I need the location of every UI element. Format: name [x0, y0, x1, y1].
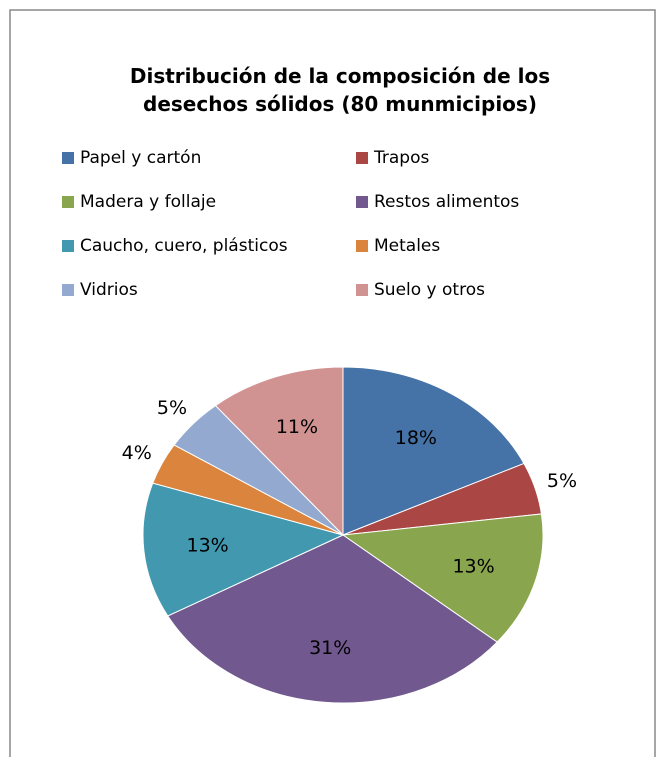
legend-swatch	[356, 196, 368, 208]
data-label: 4%	[122, 442, 152, 464]
legend-label: Metales	[374, 236, 440, 256]
data-label: 5%	[157, 397, 187, 419]
data-label: 11%	[276, 416, 318, 438]
pie-slice	[142, 482, 345, 617]
pie-slice	[341, 513, 544, 643]
legend-label: Caucho, cuero, plásticos	[80, 236, 288, 256]
pie-slice	[342, 366, 525, 536]
legend-label: Trapos	[373, 148, 429, 168]
chart-title: Distribución de la composición de los des…	[130, 64, 550, 116]
legend-label: Papel y cartón	[80, 148, 201, 168]
data-label: 31%	[309, 637, 351, 659]
data-label: 13%	[186, 534, 228, 556]
legend-swatch	[62, 284, 74, 296]
data-label: 5%	[547, 470, 577, 492]
legend-label: Restos alimentos	[374, 192, 519, 212]
pie-slice	[214, 366, 344, 537]
legend-label: Vidrios	[80, 280, 138, 300]
data-label: 18%	[395, 427, 437, 449]
legend-swatch	[356, 284, 368, 296]
legend-label: Madera y follaje	[80, 192, 216, 212]
legend-swatch	[356, 240, 368, 252]
legend-swatch	[62, 152, 74, 164]
legend-label: Suelo y otros	[374, 280, 485, 300]
legend-swatch	[62, 196, 74, 208]
legend-swatch	[62, 240, 74, 252]
legend-swatch	[356, 152, 368, 164]
data-label: 13%	[452, 555, 494, 577]
pie-slice	[167, 534, 498, 704]
